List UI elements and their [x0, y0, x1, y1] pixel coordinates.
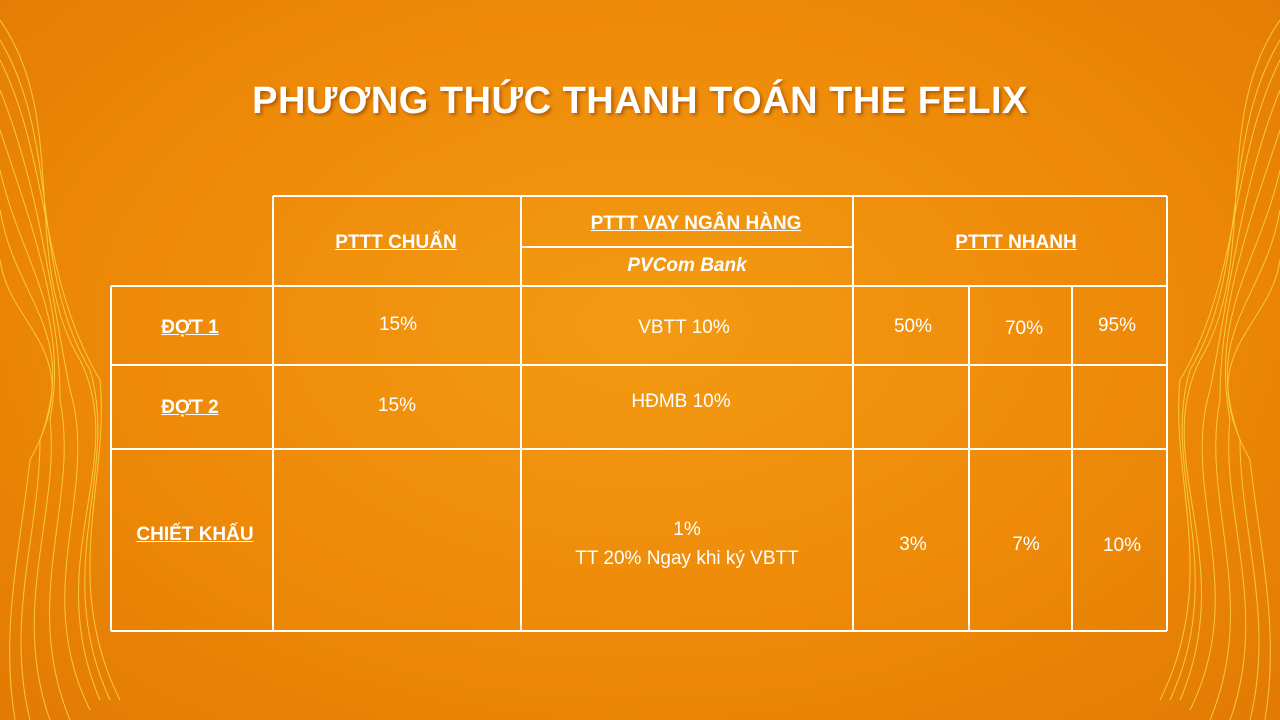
row-1-fast-3: 95%	[1097, 315, 1137, 336]
row-2-standard: 15%	[377, 395, 417, 416]
row-1-bank-loan: VBTT 10%	[638, 317, 730, 338]
row-2-bank-loan: HĐMB 10%	[631, 391, 731, 412]
row-label-dot-1: ĐỢT 1	[161, 317, 219, 338]
row-1-standard: 15%	[378, 314, 418, 335]
row-3-fast-2: 7%	[1012, 534, 1040, 555]
row-3-bank-loan-line-2: TT 20% Ngay khi ký VBTT	[575, 548, 799, 569]
row-3-fast-3: 10%	[1102, 535, 1142, 556]
right-wave-decoration	[1159, 19, 1280, 720]
header-bank-name: PVCom Bank	[627, 255, 747, 276]
header-standard: PTTT CHUẨN	[335, 232, 457, 253]
row-label-discount: CHIẾT KHẤU	[136, 524, 254, 545]
left-wave-decoration	[0, 19, 121, 720]
row-label-dot-2: ĐỢT 2	[161, 397, 219, 418]
header-fast: PTTT NHANH	[955, 232, 1077, 253]
row-1-fast-1: 50%	[893, 316, 933, 337]
row-1-fast-2: 70%	[1004, 318, 1044, 339]
row-3-fast-1: 3%	[899, 534, 927, 555]
row-3-bank-loan-line-1: 1%	[673, 519, 701, 540]
page-title: PHƯƠNG THỨC THANH TOÁN THE FELIX	[252, 80, 1028, 122]
header-bank-loan: PTTT VAY NGÂN HÀNG	[590, 213, 802, 234]
